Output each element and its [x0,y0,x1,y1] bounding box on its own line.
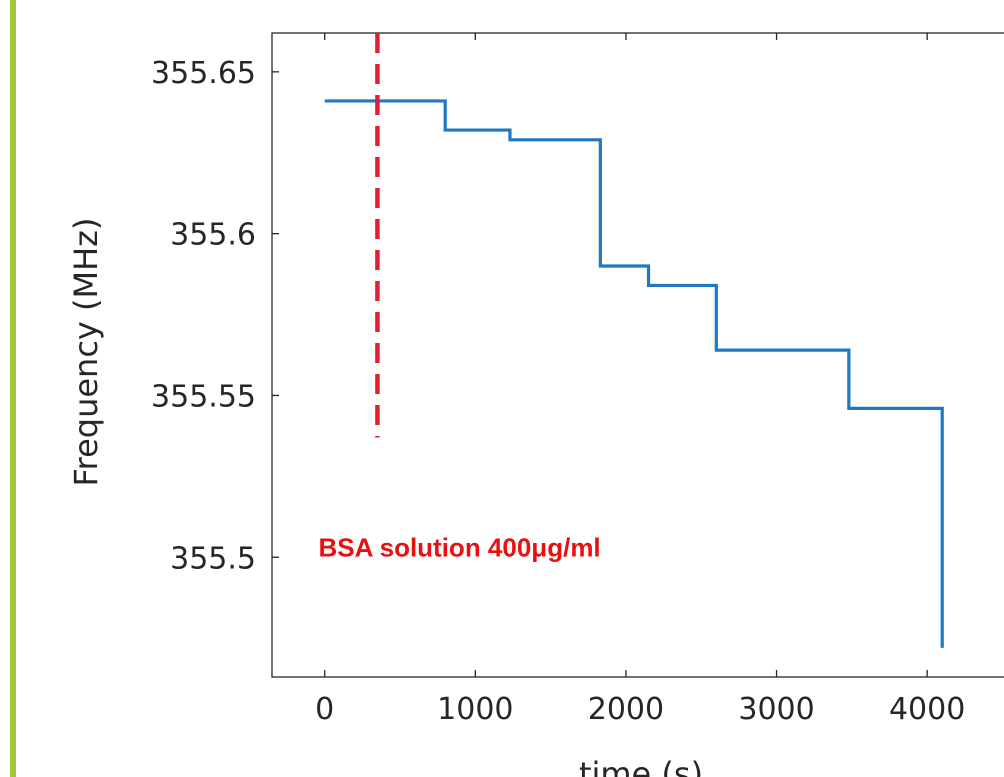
y-tick-label: 355.55 [151,379,256,414]
series-group [324,99,944,648]
y-tick-label: 355.5 [170,541,256,576]
frequency-series-line [324,99,944,648]
x-tick-label: 4000 [889,692,965,727]
accent-bar [10,0,16,777]
y-axis-label: Frequency (MHz) [67,218,105,487]
x-axis-label: time (s) [579,755,703,777]
plot-frame [271,32,1004,678]
y-tick-label: 355.65 [151,56,256,91]
x-tick-label: 3000 [738,692,814,727]
axes-frame [271,32,1004,678]
y-tick-label: 355.6 [170,218,256,253]
axis-ticks [272,33,928,677]
x-tick-label: 2000 [588,692,664,727]
x-tick-label: 0 [315,692,334,727]
tick-labels: 0 1000 2000 3000 4000 355.5 355.55 355.6 355.65 [151,56,965,727]
x-tick-label: 1000 [437,692,513,727]
bsa-annotation: BSA solution 400μg/ml [318,533,600,563]
